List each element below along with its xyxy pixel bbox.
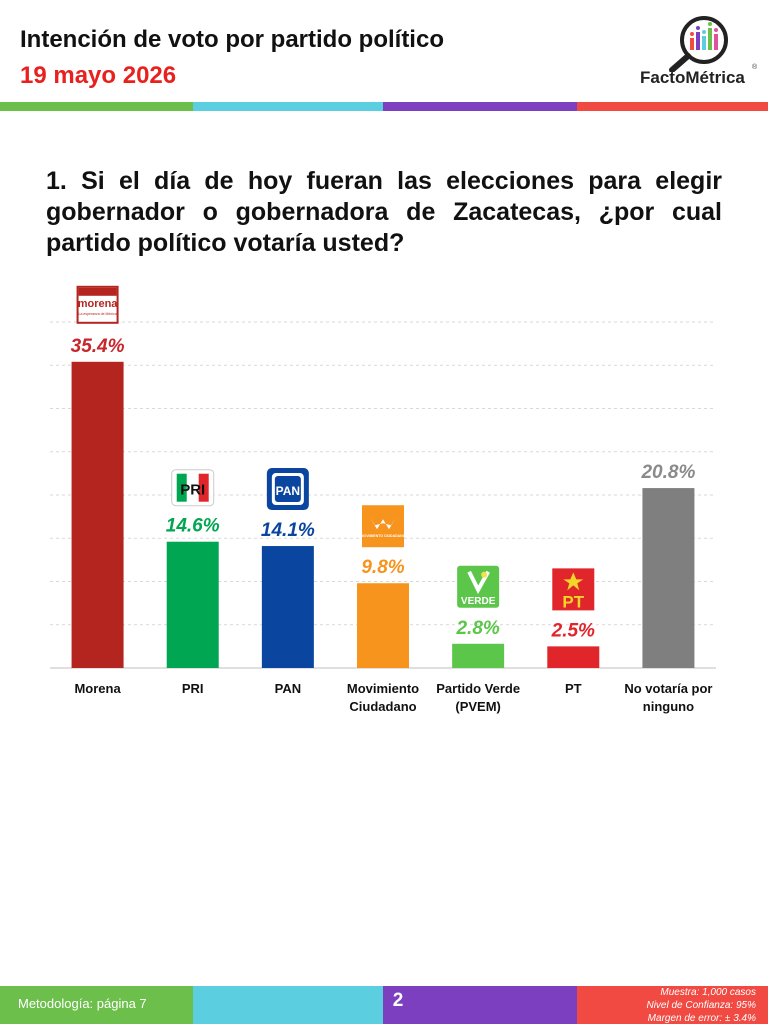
bar-3 bbox=[261, 546, 314, 668]
category-label-7: No votaría por bbox=[624, 681, 712, 696]
category-label-2: PRI bbox=[182, 681, 204, 696]
sample-size: Muestra: 1,000 casos bbox=[660, 987, 756, 998]
mc-logo-icon: MOVIMIENTO CIUDADANO bbox=[361, 505, 406, 548]
footer-green bbox=[0, 986, 193, 1024]
bar-7 bbox=[642, 488, 695, 668]
factometrica-logo: FactoMétrica ® bbox=[628, 10, 764, 90]
data-label-2: 14.6% bbox=[166, 516, 220, 537]
survey-question: 1. Si el día de hoy fueran las eleccione… bbox=[46, 167, 722, 257]
category-label-5: Partido Verde bbox=[436, 681, 520, 696]
category-label-3: PAN bbox=[275, 681, 301, 696]
bar-5 bbox=[452, 643, 505, 668]
pri-logo-icon: PRI bbox=[171, 469, 215, 507]
svg-text:PAN: PAN bbox=[276, 484, 300, 498]
category-label-4: Movimiento bbox=[347, 681, 419, 696]
category-label-4: Ciudadano bbox=[349, 699, 416, 714]
report-title: Intención de voto por partido político bbox=[20, 26, 444, 53]
data-label-1: 35.4% bbox=[71, 336, 125, 357]
morena-logo-icon: morena La esperanza de México bbox=[76, 285, 119, 324]
verde-logo-icon: VERDE bbox=[457, 565, 500, 608]
header-stripe-red bbox=[577, 102, 768, 111]
pan-logo-icon: PAN bbox=[266, 468, 309, 511]
svg-text:morena: morena bbox=[78, 298, 119, 310]
footer-cyan bbox=[193, 986, 383, 1024]
footer-red bbox=[577, 986, 768, 1024]
sample-stats: Muestra: 1,000 casos Nivel de Confianza:… bbox=[646, 986, 756, 1025]
data-label-6: 2.5% bbox=[551, 620, 595, 641]
bar-2 bbox=[166, 541, 219, 668]
svg-text:PT: PT bbox=[562, 592, 584, 611]
brand-name: FactoMétrica bbox=[640, 68, 745, 87]
pt-logo-icon: PT bbox=[552, 568, 595, 611]
category-label-5: (PVEM) bbox=[455, 699, 501, 714]
header-stripe-purple bbox=[383, 102, 577, 111]
data-label-3: 14.1% bbox=[261, 520, 315, 541]
category-label-6: PT bbox=[565, 681, 582, 696]
header-stripe-green bbox=[0, 102, 193, 111]
data-label-4: 9.8% bbox=[361, 557, 404, 578]
report-date: 19 mayo 2026 bbox=[20, 62, 177, 89]
category-label-1: Morena bbox=[74, 681, 121, 696]
confidence-level: Nivel de Confianza: 95% bbox=[646, 1000, 756, 1011]
footer-purple bbox=[383, 986, 577, 1024]
data-label-7: 20.8% bbox=[640, 462, 695, 483]
svg-text:PRI: PRI bbox=[180, 482, 205, 499]
bar-4 bbox=[357, 583, 409, 668]
header-stripe-cyan bbox=[193, 102, 383, 111]
bar-6 bbox=[547, 646, 600, 668]
vote-intention-bar-chart: 35.4% Morena morena La esperanza de México 1… bbox=[50, 285, 716, 714]
category-label-7: ninguno bbox=[643, 699, 694, 714]
svg-text:La esperanza de México: La esperanza de México bbox=[79, 312, 117, 316]
data-label-5: 2.8% bbox=[455, 618, 499, 639]
registered-mark: ® bbox=[752, 64, 758, 71]
bar-1 bbox=[71, 361, 124, 668]
magnifier-chart-icon bbox=[669, 16, 728, 73]
margin-of-error: Margen de error: ± 3.4% bbox=[647, 1013, 756, 1024]
page-number: 2 bbox=[392, 990, 404, 1011]
svg-text:VERDE: VERDE bbox=[461, 596, 496, 607]
svg-text:MOVIMIENTO CIUDADANO: MOVIMIENTO CIUDADANO bbox=[361, 534, 406, 538]
methodology-note: Metodología: página 7 bbox=[18, 996, 147, 1011]
